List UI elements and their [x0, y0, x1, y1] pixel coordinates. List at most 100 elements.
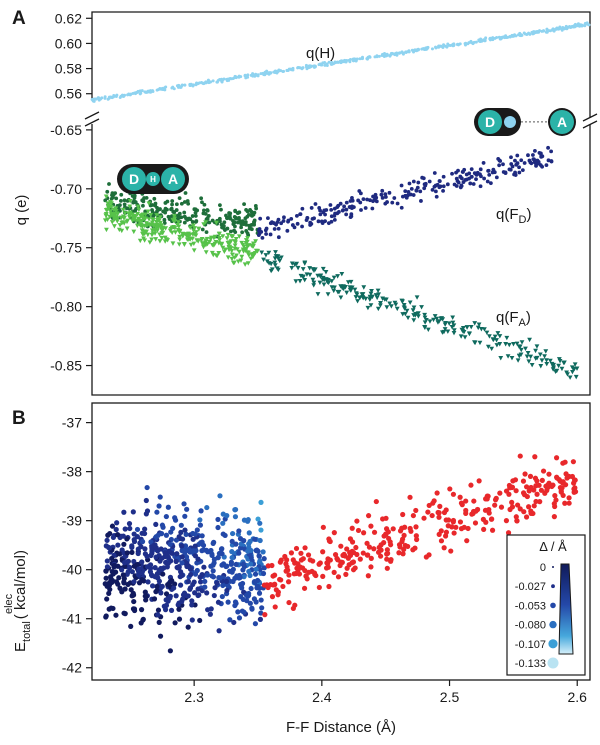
fa-point — [201, 222, 207, 227]
fa-point — [442, 327, 448, 332]
red-point — [306, 569, 312, 575]
blue-point — [237, 574, 243, 581]
fa-point — [235, 259, 241, 264]
ticks-a-top: 0.62 0.60 0.58 0.56 — [55, 10, 92, 102]
fa-point — [374, 295, 380, 301]
fa-point — [191, 248, 197, 253]
red-point — [371, 546, 377, 552]
blue-point — [107, 530, 113, 537]
fd-point — [177, 196, 182, 201]
blue-point — [165, 582, 171, 588]
fd-point — [252, 210, 257, 215]
fa-point — [509, 356, 515, 361]
blue-point — [135, 546, 141, 552]
h-point — [156, 88, 160, 92]
fa-point — [445, 329, 451, 334]
y-axis-label-b: Etotal ( kcal/mol) — [12, 550, 33, 652]
fa-point — [415, 314, 421, 319]
fd-point — [249, 213, 254, 217]
fd-point — [421, 176, 426, 181]
fd-point — [478, 184, 483, 189]
blue-point — [220, 582, 226, 589]
fd-point — [204, 230, 209, 235]
fd-point — [308, 223, 313, 227]
blue-point — [232, 514, 239, 520]
fa-point — [229, 252, 235, 257]
fd-point — [206, 213, 211, 218]
h-point — [463, 43, 467, 47]
fa-point — [310, 277, 316, 283]
h-point — [291, 68, 295, 72]
red-point — [434, 490, 440, 496]
fd-point — [400, 194, 405, 199]
h-point — [309, 64, 313, 68]
red-point — [471, 498, 477, 504]
blue-point — [122, 611, 128, 617]
fa-point — [302, 278, 308, 283]
fa-point — [451, 328, 457, 333]
blue-point — [241, 561, 247, 567]
blue-point — [104, 558, 110, 564]
blue-point — [135, 550, 141, 557]
fa-point — [224, 236, 230, 241]
fa-point — [140, 232, 146, 237]
fa-point — [525, 350, 531, 356]
fa-point — [219, 241, 225, 247]
red-point — [437, 503, 443, 509]
fd-point — [544, 163, 549, 168]
fa-point — [529, 363, 535, 368]
h-point — [527, 31, 531, 35]
fd-point — [295, 221, 300, 226]
blue-point — [199, 539, 205, 545]
fd-point — [281, 219, 286, 223]
red-point — [331, 529, 337, 536]
blue-point — [176, 606, 182, 612]
fd-point — [517, 165, 521, 170]
fd-point — [371, 199, 375, 204]
blue-point — [257, 520, 263, 526]
fd-point — [182, 210, 187, 215]
fd-point — [268, 221, 273, 226]
blue-point — [224, 513, 230, 519]
fd-point — [478, 172, 482, 177]
red-point — [450, 491, 457, 497]
red-point — [349, 525, 355, 531]
red-point — [365, 513, 372, 519]
fa-point — [539, 358, 545, 363]
h-point — [434, 45, 438, 49]
fa-point — [323, 270, 329, 275]
blue-point — [240, 596, 246, 603]
fd-point — [497, 163, 502, 168]
colorbar-entry-dot — [548, 639, 558, 649]
red-point — [546, 471, 552, 477]
blue-point — [134, 561, 140, 568]
fa-point — [137, 238, 143, 244]
red-point — [551, 501, 557, 507]
blue-point — [219, 551, 225, 557]
fa-point — [103, 213, 109, 218]
fa-point — [573, 374, 579, 380]
fd-point — [122, 198, 127, 203]
fa-point — [212, 234, 218, 240]
series-label-qfa: q(FA) — [496, 309, 531, 329]
fa-point — [524, 354, 530, 359]
blue-point — [115, 542, 121, 548]
fd-point — [163, 210, 168, 215]
fd-point — [534, 163, 538, 168]
dh-a-molecule-icon: D ······· A — [474, 108, 576, 136]
fa-point — [173, 230, 178, 235]
fd-point — [473, 171, 478, 176]
fa-point — [177, 234, 183, 240]
fd-point — [148, 203, 153, 208]
red-point — [302, 545, 308, 551]
red-point — [443, 529, 450, 535]
fa-point — [210, 252, 216, 258]
blue-point — [131, 537, 137, 543]
colorbar-entry-dot — [549, 620, 557, 629]
fd-point — [140, 198, 145, 203]
fd-point — [514, 162, 519, 167]
fa-point — [549, 361, 555, 367]
red-point — [570, 459, 576, 465]
